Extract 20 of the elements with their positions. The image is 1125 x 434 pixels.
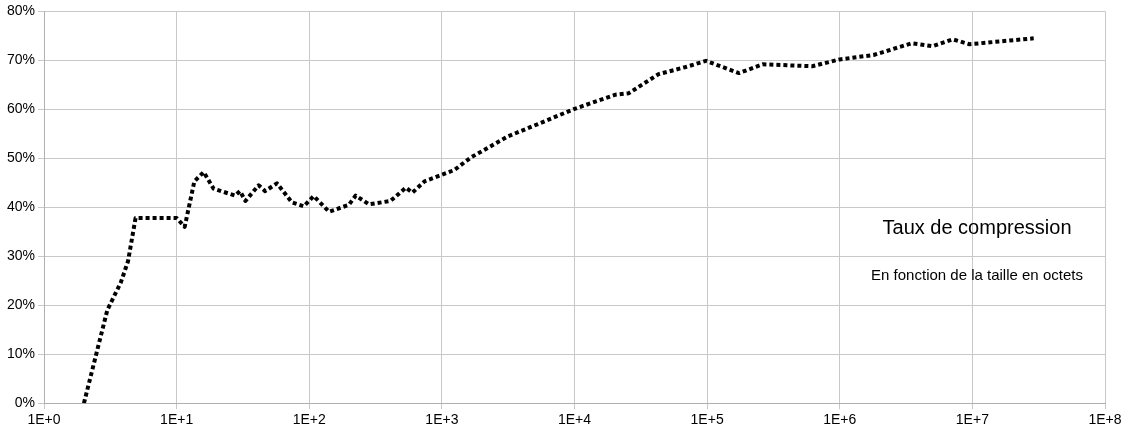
y-tick-label: 50% — [6, 149, 36, 166]
x-tick-label: 1E+6 — [823, 411, 857, 428]
y-tick-label: 0% — [14, 394, 36, 411]
x-tick-label: 1E+2 — [292, 411, 327, 428]
annotation: En fonction de la taille en octets — [871, 265, 1083, 283]
y-tick-label: 10% — [6, 345, 36, 362]
y-tick-label: 80% — [6, 2, 36, 19]
x-tick-label: 1E+8 — [1088, 411, 1122, 428]
x-tick-label: 1E+5 — [690, 411, 724, 428]
annotation: Taux de compression — [882, 215, 1072, 238]
x-tick-label: 1E+7 — [955, 411, 990, 428]
x-tick-label: 1E+0 — [27, 411, 61, 428]
x-tick-label: 1E+1 — [160, 411, 194, 428]
y-tick-label: 40% — [6, 198, 36, 215]
y-tick-label: 60% — [6, 100, 36, 117]
y-tick-label: 20% — [6, 296, 36, 313]
x-tick-label: 1E+4 — [557, 411, 592, 428]
y-tick-label: 70% — [6, 51, 36, 68]
y-tick-label: 30% — [6, 247, 36, 264]
x-tick-label: 1E+3 — [425, 411, 459, 428]
